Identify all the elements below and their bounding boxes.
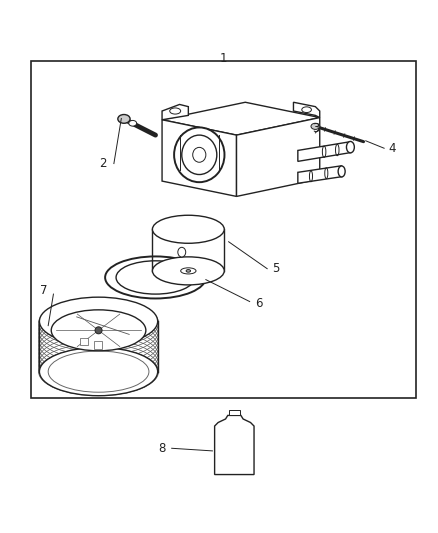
Ellipse shape (186, 270, 191, 272)
Polygon shape (215, 415, 254, 474)
Polygon shape (298, 142, 350, 161)
Ellipse shape (170, 108, 180, 114)
Bar (94, 341, 102, 349)
Ellipse shape (51, 310, 146, 351)
Bar (229, 410, 240, 415)
Ellipse shape (48, 351, 149, 392)
Ellipse shape (338, 166, 345, 177)
Polygon shape (162, 120, 237, 197)
Ellipse shape (182, 135, 217, 174)
Polygon shape (162, 102, 320, 135)
Text: 7: 7 (40, 284, 48, 297)
Ellipse shape (118, 115, 130, 123)
Ellipse shape (152, 257, 224, 285)
Ellipse shape (152, 215, 224, 243)
Text: 2: 2 (99, 157, 107, 170)
Ellipse shape (302, 107, 311, 112)
Polygon shape (237, 118, 320, 197)
Ellipse shape (311, 123, 320, 130)
Polygon shape (162, 104, 188, 120)
Polygon shape (293, 102, 320, 118)
Ellipse shape (178, 247, 186, 257)
Ellipse shape (180, 268, 196, 274)
Bar (39, 321, 158, 372)
Bar (31, 61, 416, 398)
Text: 4: 4 (388, 142, 396, 155)
Text: 8: 8 (159, 442, 166, 455)
Ellipse shape (129, 120, 137, 126)
Text: 5: 5 (272, 262, 279, 275)
Ellipse shape (346, 141, 354, 153)
Ellipse shape (105, 256, 206, 298)
Ellipse shape (193, 147, 206, 162)
Polygon shape (298, 166, 342, 183)
Bar (80, 337, 88, 345)
Ellipse shape (39, 348, 158, 395)
Ellipse shape (39, 297, 158, 345)
Ellipse shape (174, 127, 225, 182)
Circle shape (95, 327, 102, 334)
Text: 3: 3 (312, 122, 319, 135)
Bar (152, 229, 224, 271)
Text: 1: 1 (219, 52, 227, 65)
Text: 6: 6 (254, 297, 262, 310)
Ellipse shape (116, 261, 195, 294)
